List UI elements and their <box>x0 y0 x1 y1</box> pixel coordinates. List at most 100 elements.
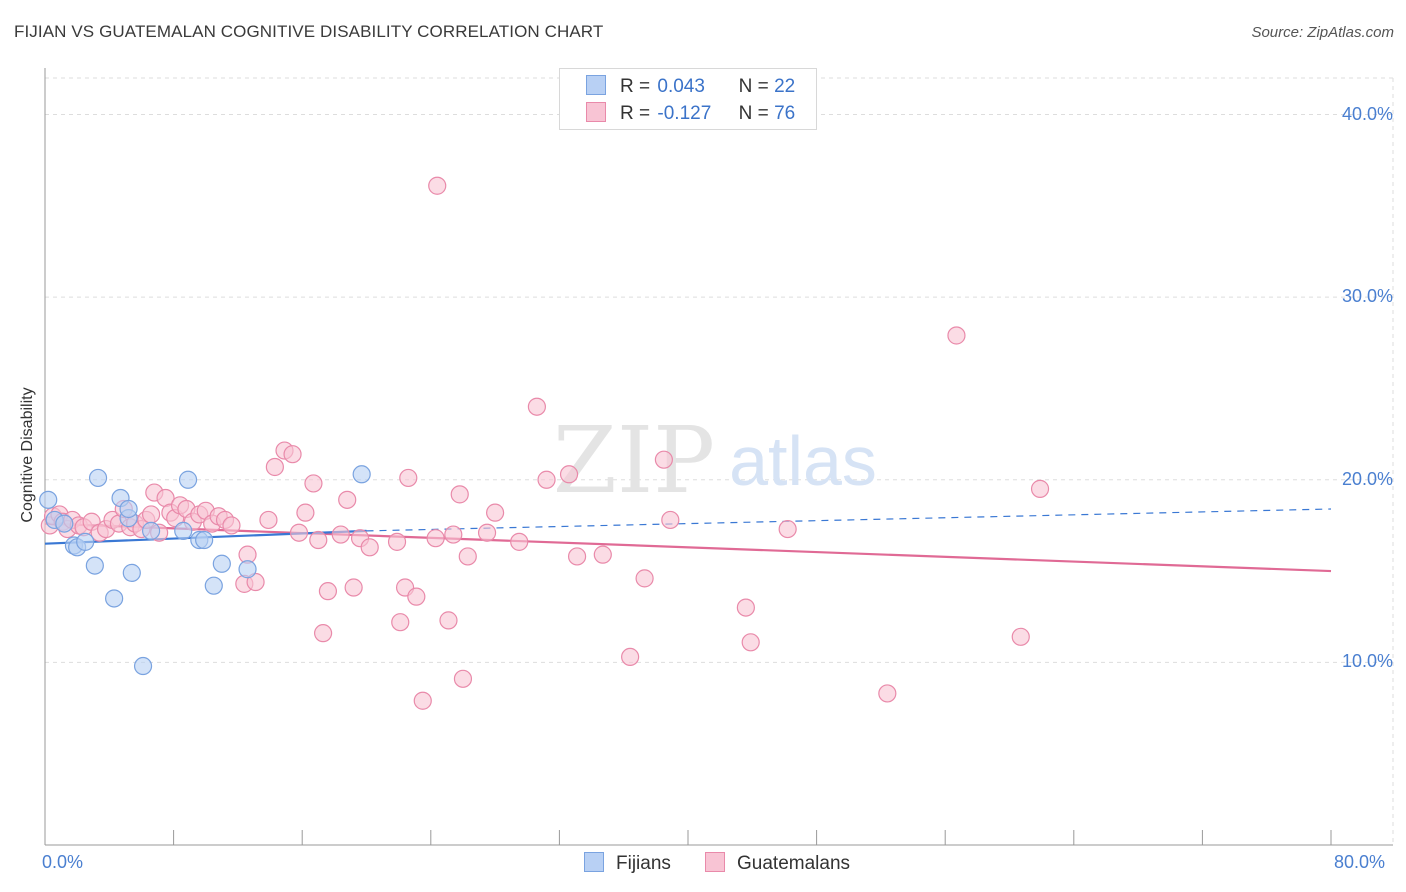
gridlines <box>45 77 1394 845</box>
fijians-legend-label: Fijians <box>616 853 671 874</box>
n-label: N = <box>738 103 769 124</box>
x-tick-label-min: 0.0% <box>42 852 84 872</box>
fijian-point <box>195 530 214 550</box>
guatemalan-point <box>444 525 463 544</box>
guatemalan-point <box>527 397 546 416</box>
r-label: R = <box>620 103 651 124</box>
guatemalan-point <box>1011 627 1030 646</box>
guatemalan-point <box>458 547 477 566</box>
guatemalan-point <box>313 624 333 643</box>
guatemalan-point <box>654 450 673 469</box>
fijian-point <box>238 560 257 579</box>
guatemalan-trend-line <box>44 522 1332 573</box>
data-points <box>39 176 1050 710</box>
guatemalan-point <box>259 510 278 530</box>
watermark-atlas: atlas <box>729 422 877 500</box>
source-label: Source: ZipAtlas.com <box>1251 24 1394 41</box>
fijian-point <box>204 576 223 595</box>
guatemalan-point <box>736 598 755 617</box>
guatemalan-point <box>439 611 458 630</box>
guatemalan-point <box>309 530 328 550</box>
guatemalan-point <box>635 569 654 588</box>
fijian-point <box>133 656 153 676</box>
guatemalan-point <box>391 613 410 632</box>
fijian-point <box>352 465 371 484</box>
fijian-point <box>105 589 124 608</box>
guatemalan-point <box>426 529 445 548</box>
legend-guatemalans: Guatemalans <box>705 852 850 875</box>
fijian-point <box>85 556 104 575</box>
fijian-point <box>212 554 231 573</box>
guatemalan-point <box>413 691 432 710</box>
guatemalan-point <box>283 445 302 464</box>
fijian-point <box>76 532 95 551</box>
watermark-zip: ZIP <box>553 407 715 514</box>
guatemalan-point <box>567 547 587 566</box>
guatemalan-point <box>304 474 323 493</box>
guatemalan-point <box>621 647 640 667</box>
guatemalan-point <box>947 326 966 345</box>
guatemalan-point <box>344 578 363 597</box>
guatemalan-point <box>537 470 556 489</box>
legend-row-fijians: R = 0.043 N = 22 <box>586 75 795 99</box>
guatemalan-point <box>399 468 418 488</box>
guatemalan-point <box>878 684 897 703</box>
guatemalan-point <box>428 176 447 195</box>
fijians-n-value: 22 <box>774 76 796 97</box>
r-label: R = <box>620 76 651 97</box>
fijian-point <box>39 490 58 509</box>
fijian-point <box>88 468 108 488</box>
fijian-point <box>141 521 161 540</box>
y-tick-label: 30.0% <box>1341 286 1393 307</box>
guatemalan-point <box>453 669 473 688</box>
fijian-point <box>122 563 141 582</box>
guatemalan-point <box>331 525 350 544</box>
stats-legend: R = 0.043 N = 22 R = -0.127 N = 76 <box>559 68 817 130</box>
guatemalan-point <box>741 633 760 652</box>
guatemalan-point <box>559 465 579 484</box>
guatemalan-point <box>450 485 469 504</box>
guatemalan-point <box>661 510 680 530</box>
guatemalans-n-value: 76 <box>774 103 796 124</box>
fijians-legend-swatch <box>584 852 604 872</box>
guatemalans-r-value: -0.127 <box>657 103 712 124</box>
fijian-point <box>119 499 138 519</box>
guatemalan-point <box>778 519 797 539</box>
fijian-trend-extension <box>366 508 1332 532</box>
axes <box>44 68 1393 846</box>
guatemalan-point <box>265 457 284 477</box>
fijian-point <box>174 521 193 540</box>
y-tick-label: 10.0% <box>1341 651 1393 672</box>
guatemalan-point <box>296 503 315 522</box>
chart-title: FIJIAN VS GUATEMALAN COGNITIVE DISABILIT… <box>14 22 604 41</box>
guatemalan-point <box>387 532 407 551</box>
legend-fijians: Fijians <box>584 852 671 875</box>
guatemalan-point <box>360 538 379 557</box>
guatemalan-point <box>246 572 265 592</box>
guatemalans-legend-swatch <box>705 852 725 872</box>
guatemalan-point <box>593 545 612 564</box>
watermark: ZIP atlas <box>553 407 877 514</box>
guatemalan-point <box>222 516 241 535</box>
fijians-swatch <box>586 75 606 95</box>
guatemalan-point <box>318 582 338 601</box>
legend-row-guatemalans: R = -0.127 N = 76 <box>586 102 795 126</box>
fijians-r-value: 0.043 <box>657 76 705 97</box>
fijian-point <box>55 514 74 533</box>
trend-lines <box>44 508 1332 573</box>
guatemalan-point <box>1030 479 1050 498</box>
guatemalans-swatch <box>586 102 606 122</box>
guatemalan-point <box>407 587 426 606</box>
guatemalan-point <box>486 503 505 522</box>
n-label: N = <box>738 76 769 97</box>
guatemalan-point <box>141 505 161 524</box>
guatemalan-point <box>338 490 357 509</box>
guatemalan-point <box>289 523 309 542</box>
x-tick-label-max: 80.0% <box>1334 852 1386 872</box>
y-tick-label: 40.0% <box>1341 103 1393 124</box>
guatemalans-legend-label: Guatemalans <box>737 853 851 874</box>
y-tick-label: 20.0% <box>1341 468 1393 489</box>
fijian-point <box>178 470 198 489</box>
guatemalan-point <box>477 523 497 542</box>
